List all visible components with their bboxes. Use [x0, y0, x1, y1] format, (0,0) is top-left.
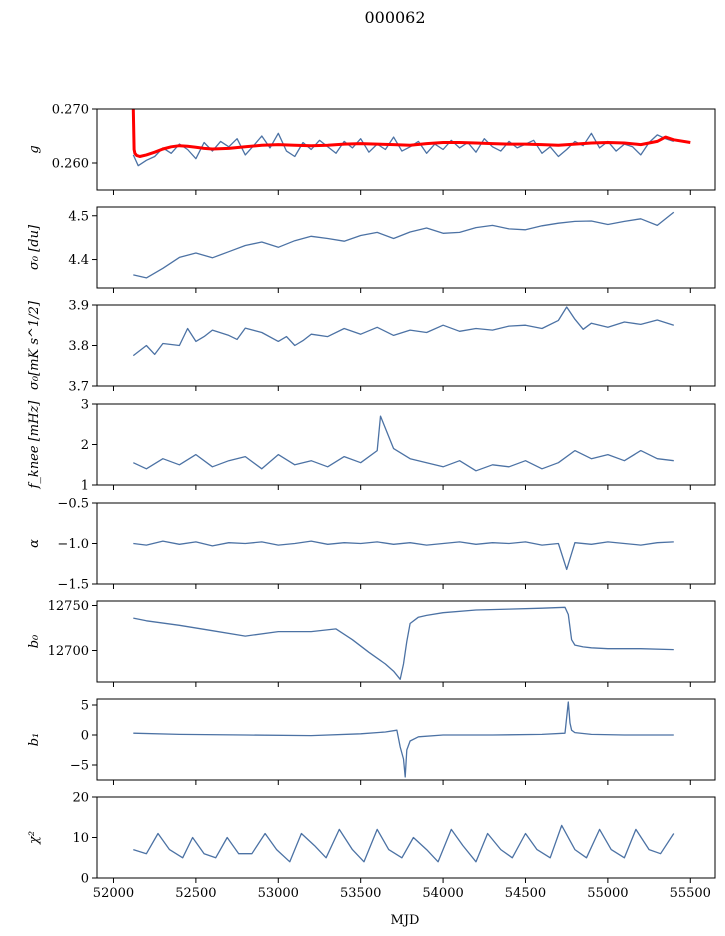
panel-6-series-line-1	[133, 606, 674, 680]
panel-2-series-line-1	[133, 211, 675, 279]
panel-3-y-tick-label: 3.9	[68, 299, 89, 314]
panel-5-y-axis-label: α	[27, 539, 42, 548]
panel-4: 1 2 3 f_knee [mHz]	[27, 398, 716, 494]
panel-1-y-tick-label: 0.260	[52, 157, 89, 172]
panel-3: 3.7 3.8 3.9 σ₀[mK s^1/2]	[27, 299, 716, 395]
panel-8-y-tick-label: 10	[72, 831, 89, 846]
panel-6-y-tick-label: 12750	[48, 599, 89, 614]
panel-6-axes-frame	[96, 600, 716, 683]
x-tick-label: 53000	[258, 886, 299, 901]
panel-5-series-line-1	[133, 540, 674, 571]
panel-7: −5 0 5 b₁	[27, 698, 716, 785]
panel-8: 0 10 20 52000 52500 53000 53500 54000 54500 55000…	[27, 791, 716, 901]
x-tick-label: 54000	[422, 886, 463, 901]
x-tick-label: 55000	[587, 886, 628, 901]
panel-5-y-tick-label: −0.5	[57, 497, 89, 512]
panel-1-series-line-2	[131, 109, 691, 158]
panel-2-axes-frame	[96, 206, 716, 289]
panel-2-y-tick-label: 4.5	[68, 209, 89, 224]
panel-6-y-axis-label: b₀	[27, 634, 42, 648]
panel-6: 12700 12750 b₀	[27, 599, 716, 687]
panel-7-y-tick-label: 0	[81, 729, 89, 744]
panel-4-y-axis-label: f_knee [mHz]	[27, 400, 42, 490]
panel-4-y-tick-label: 3	[81, 398, 89, 413]
panel-4-y-tick-label: 2	[81, 438, 89, 453]
x-tick-label: 55500	[670, 886, 711, 901]
figure-title: 000062	[364, 8, 425, 27]
panel-3-axes-frame	[96, 304, 716, 387]
panel-3-y-axis-label: σ₀[mK s^1/2]	[27, 300, 42, 390]
panel-7-series-line-1	[133, 701, 674, 778]
panel-7-axes-frame	[96, 698, 716, 781]
panel-1-series-line-1	[132, 132, 675, 167]
panel-2-y-tick-label: 4.4	[68, 253, 89, 268]
panels: 0.260 0.270 g 4.4 4.5 σ₀ [du] 3.7 3.8 3.9 σ₀[mK s…	[27, 103, 716, 901]
panel-4-axes-frame	[96, 403, 716, 486]
panel-5: −1.5 −1.0 −0.5 α	[27, 497, 716, 593]
panel-5-y-tick-label: −1.5	[57, 578, 89, 593]
panel-3-series-line-1	[132, 306, 674, 357]
panel-4-y-tick-label: 1	[81, 479, 89, 494]
x-tick-label: 54500	[505, 886, 546, 901]
panel-4-series-line-1	[133, 415, 674, 472]
x-tick-label: 52000	[93, 886, 134, 901]
panel-3-y-tick-label: 3.8	[68, 339, 89, 354]
x-tick-label: 53500	[340, 886, 381, 901]
x-tick-label: 52500	[175, 886, 216, 901]
panel-8-series-line-1	[133, 824, 675, 863]
panel-1: 0.260 0.270 g	[27, 103, 716, 195]
panel-5-y-tick-label: −1.0	[57, 537, 89, 552]
panel-2-y-axis-label: σ₀ [du]	[27, 224, 42, 270]
panel-8-y-tick-label: 20	[72, 791, 89, 806]
panel-7-y-tick-label: −5	[70, 759, 89, 774]
x-axis-label: MJD	[391, 913, 420, 928]
panel-6-y-tick-label: 12700	[48, 644, 89, 659]
panel-2: 4.4 4.5 σ₀ [du]	[27, 206, 716, 293]
panel-7-y-tick-label: 5	[81, 699, 89, 714]
panel-8-axes-frame	[96, 796, 716, 879]
panel-7-y-axis-label: b₁	[27, 733, 42, 747]
panel-3-y-tick-label: 3.7	[68, 380, 89, 395]
panel-8-y-axis-label: χ²	[27, 831, 42, 845]
panel-1-y-tick-label: 0.270	[52, 103, 89, 118]
panel-1-axes-frame	[96, 108, 716, 191]
panel-8-y-tick-label: 0	[81, 872, 89, 887]
panel-1-y-axis-label: g	[27, 145, 42, 153]
